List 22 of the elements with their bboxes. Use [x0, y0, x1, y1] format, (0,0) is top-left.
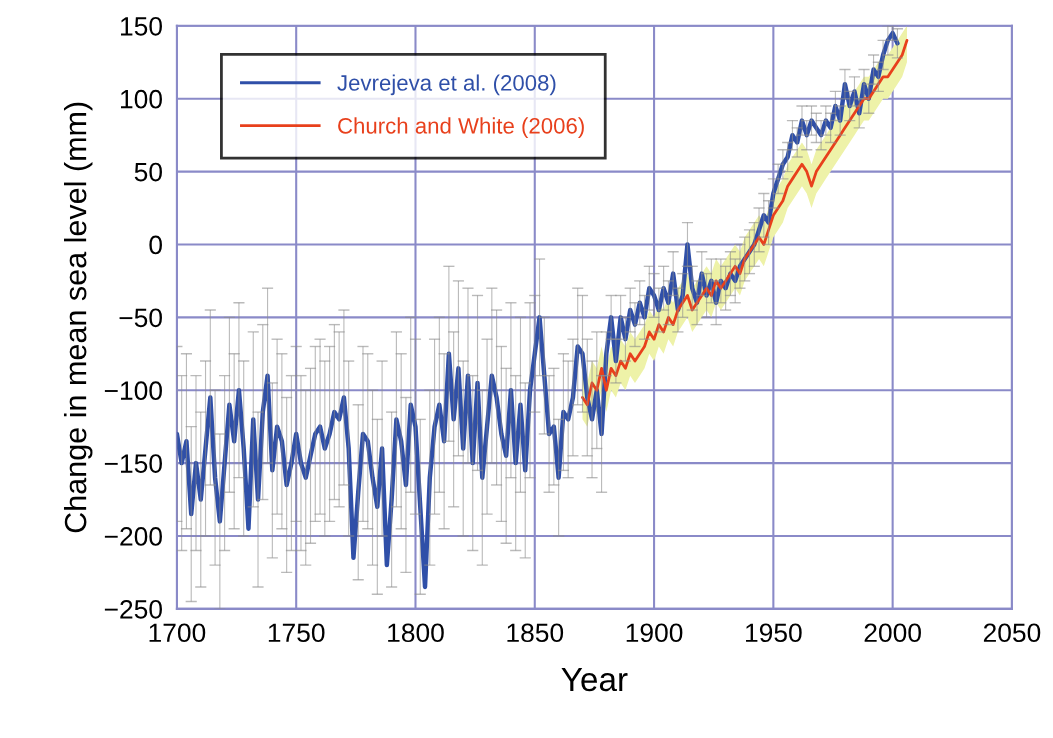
- legend-label: Jevrejeva et al. (2008): [337, 74, 556, 96]
- x-axis-title: Year: [561, 668, 628, 692]
- x-tick-label: 1850: [507, 623, 564, 643]
- legend-label: Church and White (2006): [338, 117, 584, 139]
- x-tick-label: 1950: [746, 623, 802, 643]
- x-tick-label: 2050: [983, 623, 1041, 643]
- x-tick-label: 1700: [149, 623, 206, 643]
- line-series: [176, 30, 900, 590]
- x-tick-label: 1750: [268, 623, 325, 643]
- y-tick-label: −100: [104, 381, 162, 401]
- y-tick-label: −200: [104, 527, 162, 546]
- y-tick-label: 50: [134, 162, 162, 182]
- y-tick-label: −50: [119, 308, 162, 328]
- x-tick-label: 1800: [388, 623, 444, 643]
- y-tick-label: −250: [104, 599, 162, 619]
- x-tick-label: 1900: [626, 623, 683, 643]
- y-axis-title: Change in mean sea level (mm): [63, 102, 93, 533]
- y-tick-label: −150: [104, 454, 162, 473]
- y-tick-label: 100: [121, 89, 162, 109]
- y-tick-label: 150: [121, 16, 162, 36]
- y-tick-label: 0: [149, 235, 162, 255]
- x-tick-label: 2000: [864, 623, 921, 643]
